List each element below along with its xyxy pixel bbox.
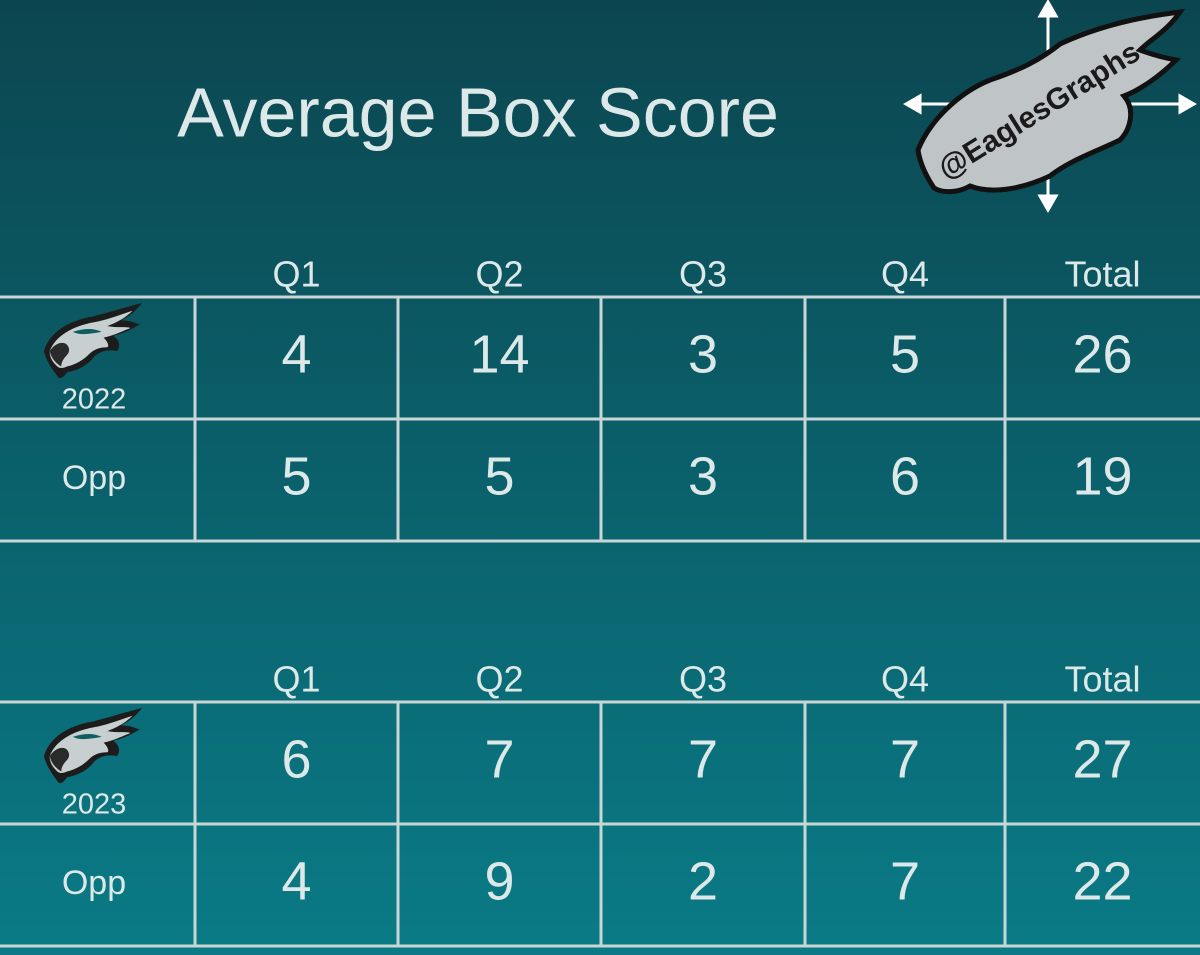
row-label: 2023 [62, 789, 127, 821]
score-cell: 4 [281, 851, 311, 911]
score-cell: 3 [688, 446, 718, 506]
score-cell: 3 [688, 324, 718, 384]
score-cell: 14 [469, 324, 529, 384]
logo: @EaglesGraphs [902, 0, 1198, 214]
column-header: Q1 [272, 659, 320, 700]
column-header: Q2 [475, 659, 523, 700]
column-header: Q1 [272, 254, 320, 295]
score-cell: 5 [890, 324, 920, 384]
score-cell: 9 [484, 851, 514, 911]
score-cell: 2 [688, 851, 718, 911]
score-cell: 7 [890, 851, 920, 911]
score-cell: 7 [688, 729, 718, 789]
score-cell: 4 [281, 324, 311, 384]
column-header: Q3 [679, 254, 727, 295]
column-header: Q3 [679, 659, 727, 700]
row-label: 2022 [62, 384, 127, 416]
score-cell: 6 [890, 446, 920, 506]
column-header: Total [1064, 254, 1140, 295]
column-header: Q4 [881, 254, 929, 295]
row-label: Opp [62, 864, 126, 902]
score-cell: 22 [1072, 851, 1132, 911]
score-cell: 5 [484, 446, 514, 506]
score-cell: 19 [1072, 446, 1132, 506]
score-cell: 7 [890, 729, 920, 789]
score-cell: 26 [1072, 324, 1132, 384]
title: Average Box Score [177, 73, 779, 151]
row-label: Opp [62, 459, 126, 497]
score-cell: 27 [1072, 729, 1132, 789]
score-cell: 6 [281, 729, 311, 789]
score-cell: 7 [484, 729, 514, 789]
column-header: Q4 [881, 659, 929, 700]
score-cell: 5 [281, 446, 311, 506]
column-header: Q2 [475, 254, 523, 295]
column-header: Total [1064, 659, 1140, 700]
